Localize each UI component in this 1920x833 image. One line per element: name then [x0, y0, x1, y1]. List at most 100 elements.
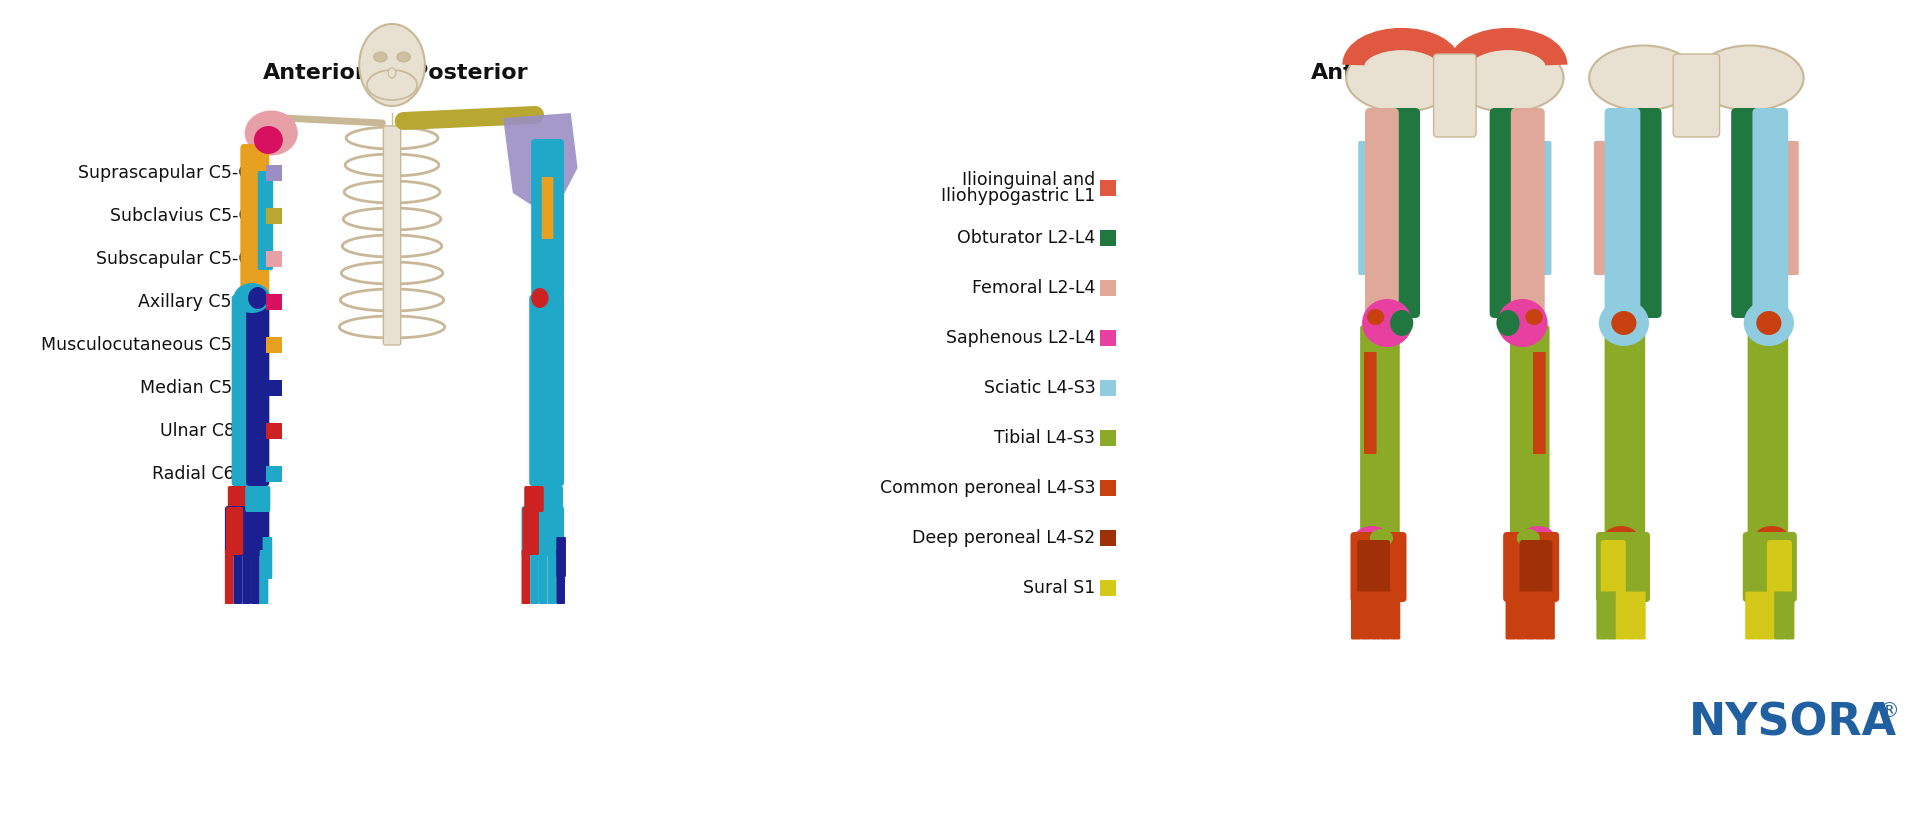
Ellipse shape	[386, 237, 399, 249]
FancyBboxPatch shape	[1357, 540, 1390, 596]
Ellipse shape	[1390, 310, 1413, 336]
Ellipse shape	[1757, 311, 1782, 335]
Text: Ulnar C8-T1: Ulnar C8-T1	[159, 422, 261, 440]
FancyBboxPatch shape	[240, 144, 269, 297]
Ellipse shape	[386, 327, 399, 339]
FancyBboxPatch shape	[1357, 141, 1373, 275]
Ellipse shape	[1603, 526, 1638, 550]
FancyBboxPatch shape	[522, 507, 540, 555]
Ellipse shape	[248, 287, 267, 309]
FancyBboxPatch shape	[1509, 325, 1534, 536]
FancyBboxPatch shape	[1628, 108, 1661, 318]
Text: Common peroneal L4-S3: Common peroneal L4-S3	[879, 479, 1096, 497]
FancyBboxPatch shape	[1511, 108, 1546, 318]
Text: Anterior: Anterior	[263, 63, 367, 83]
FancyBboxPatch shape	[1601, 540, 1626, 596]
Text: NYSORA: NYSORA	[1690, 701, 1897, 745]
FancyBboxPatch shape	[1380, 591, 1390, 640]
Bar	[267, 380, 282, 396]
Text: Axillary C5-C6: Axillary C5-C6	[138, 293, 261, 311]
Ellipse shape	[397, 52, 411, 62]
FancyBboxPatch shape	[1626, 591, 1636, 640]
FancyBboxPatch shape	[1753, 108, 1788, 318]
Ellipse shape	[1590, 46, 1697, 111]
FancyBboxPatch shape	[1363, 352, 1377, 454]
Ellipse shape	[1755, 534, 1774, 550]
FancyBboxPatch shape	[1605, 108, 1640, 318]
FancyBboxPatch shape	[242, 550, 252, 604]
Bar	[267, 251, 282, 267]
FancyBboxPatch shape	[259, 550, 269, 604]
FancyBboxPatch shape	[1515, 591, 1526, 640]
FancyBboxPatch shape	[1605, 325, 1645, 536]
FancyBboxPatch shape	[1359, 325, 1382, 536]
Ellipse shape	[386, 219, 399, 231]
Bar	[1100, 530, 1116, 546]
Ellipse shape	[234, 283, 271, 313]
Ellipse shape	[359, 24, 424, 106]
FancyBboxPatch shape	[1617, 591, 1626, 640]
FancyBboxPatch shape	[225, 506, 269, 556]
Ellipse shape	[386, 309, 399, 321]
Ellipse shape	[1496, 310, 1519, 336]
Ellipse shape	[1452, 44, 1563, 112]
Ellipse shape	[532, 284, 564, 312]
FancyBboxPatch shape	[1672, 54, 1720, 137]
Text: Musculocutaneous C5-C6: Musculocutaneous C5-C6	[40, 336, 261, 354]
FancyBboxPatch shape	[1732, 108, 1764, 318]
Bar	[267, 423, 282, 439]
FancyBboxPatch shape	[1388, 108, 1421, 318]
Ellipse shape	[1367, 309, 1384, 325]
Text: Posterior: Posterior	[411, 63, 528, 83]
Text: Posterior: Posterior	[1638, 63, 1755, 83]
FancyBboxPatch shape	[1503, 532, 1559, 602]
Bar	[1100, 180, 1116, 196]
FancyBboxPatch shape	[1532, 352, 1546, 454]
FancyBboxPatch shape	[1755, 591, 1766, 640]
Text: Subclavius C5-C6: Subclavius C5-C6	[109, 207, 261, 225]
Text: Tibial L4-S3: Tibial L4-S3	[995, 429, 1096, 447]
Text: ®: ®	[1878, 701, 1899, 721]
Bar	[267, 337, 282, 353]
FancyBboxPatch shape	[1743, 532, 1797, 602]
Bar	[1100, 330, 1116, 346]
FancyBboxPatch shape	[1390, 591, 1400, 640]
Ellipse shape	[1361, 299, 1413, 347]
Bar	[267, 466, 282, 482]
Ellipse shape	[244, 111, 298, 156]
Ellipse shape	[386, 183, 399, 195]
Bar	[1100, 480, 1116, 496]
FancyBboxPatch shape	[227, 507, 244, 555]
Ellipse shape	[532, 288, 549, 308]
Bar	[1100, 380, 1116, 396]
Text: Obturator L2-L4: Obturator L2-L4	[958, 229, 1096, 247]
Text: Radial C6-T1: Radial C6-T1	[152, 465, 261, 483]
FancyBboxPatch shape	[257, 171, 273, 270]
Ellipse shape	[1369, 529, 1394, 547]
FancyBboxPatch shape	[1594, 141, 1613, 275]
FancyBboxPatch shape	[522, 550, 530, 604]
FancyBboxPatch shape	[252, 550, 259, 604]
FancyBboxPatch shape	[532, 139, 564, 297]
Ellipse shape	[1346, 44, 1457, 112]
FancyBboxPatch shape	[530, 295, 564, 486]
FancyBboxPatch shape	[1636, 591, 1645, 640]
FancyBboxPatch shape	[1352, 591, 1361, 640]
FancyBboxPatch shape	[524, 486, 563, 512]
FancyBboxPatch shape	[232, 295, 253, 486]
FancyBboxPatch shape	[1596, 591, 1607, 640]
FancyBboxPatch shape	[557, 537, 566, 577]
Text: Median C5-C6: Median C5-C6	[140, 379, 261, 397]
FancyBboxPatch shape	[246, 486, 271, 512]
FancyBboxPatch shape	[1745, 591, 1755, 640]
FancyBboxPatch shape	[228, 486, 269, 512]
FancyBboxPatch shape	[1780, 141, 1799, 275]
Ellipse shape	[1611, 311, 1636, 335]
FancyBboxPatch shape	[1534, 591, 1546, 640]
FancyBboxPatch shape	[1544, 591, 1555, 640]
FancyBboxPatch shape	[384, 126, 401, 345]
FancyBboxPatch shape	[1490, 108, 1523, 318]
FancyBboxPatch shape	[1536, 141, 1551, 275]
FancyBboxPatch shape	[1605, 591, 1617, 640]
Text: Sural S1: Sural S1	[1023, 579, 1096, 597]
